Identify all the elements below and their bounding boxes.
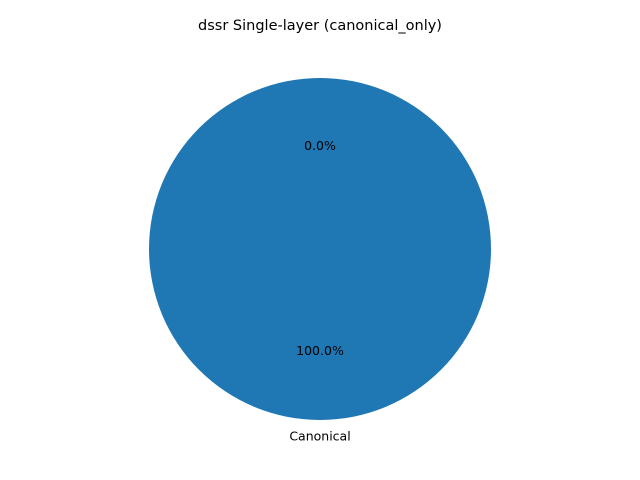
pie-slice-canonical <box>149 78 491 420</box>
pie-slices <box>149 78 491 420</box>
chart-title: dssr Single-layer (canonical_only) <box>198 18 442 34</box>
pie-category-label: Canonical <box>289 429 350 444</box>
pie-labels: 100.0% Canonical 0.0% <box>289 138 350 444</box>
pie-pct-label: 0.0% <box>304 138 336 153</box>
pie-pct-label: 100.0% <box>296 343 344 358</box>
